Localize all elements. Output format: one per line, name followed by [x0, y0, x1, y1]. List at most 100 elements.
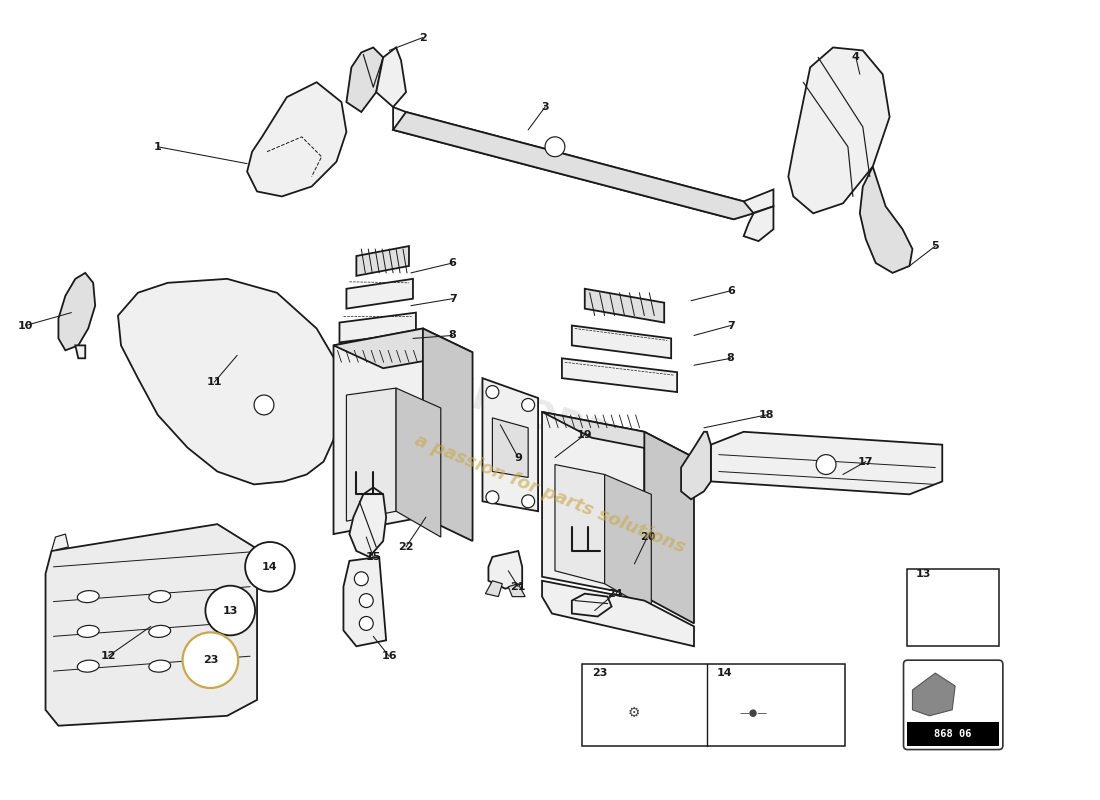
Text: 6: 6 [449, 258, 456, 268]
Text: —●—: —●— [739, 708, 768, 718]
Polygon shape [542, 581, 694, 646]
Text: 868 06: 868 06 [934, 729, 972, 738]
Polygon shape [585, 289, 664, 322]
Polygon shape [346, 388, 396, 521]
Text: 20: 20 [639, 532, 654, 542]
Text: 23: 23 [592, 668, 607, 678]
Circle shape [933, 594, 972, 634]
Bar [908, 722, 999, 746]
Polygon shape [118, 279, 340, 485]
Polygon shape [346, 279, 412, 309]
Polygon shape [681, 432, 711, 499]
Ellipse shape [148, 626, 170, 638]
Polygon shape [913, 673, 955, 716]
Circle shape [360, 594, 373, 607]
Polygon shape [645, 432, 694, 623]
Text: 6: 6 [727, 286, 735, 296]
Polygon shape [860, 166, 913, 273]
Text: CLIFFORD: CLIFFORD [402, 358, 619, 462]
Circle shape [943, 603, 962, 623]
Text: a passion for parts solutions: a passion for parts solutions [412, 432, 688, 557]
Polygon shape [789, 47, 890, 214]
Text: 1: 1 [154, 142, 162, 152]
Circle shape [521, 495, 535, 508]
Text: 15: 15 [365, 552, 381, 562]
Ellipse shape [148, 660, 170, 672]
Polygon shape [45, 524, 257, 726]
Text: 23: 23 [202, 655, 218, 665]
Text: 4: 4 [851, 52, 860, 62]
Text: 3: 3 [541, 102, 549, 112]
Text: 5: 5 [932, 241, 939, 251]
Ellipse shape [77, 660, 99, 672]
Text: 13: 13 [915, 569, 931, 578]
Polygon shape [333, 329, 422, 534]
Polygon shape [542, 412, 645, 597]
Polygon shape [393, 112, 754, 219]
Polygon shape [711, 432, 943, 494]
Polygon shape [483, 378, 538, 511]
Circle shape [521, 398, 535, 411]
Text: 16: 16 [382, 651, 397, 662]
Polygon shape [52, 534, 68, 551]
Polygon shape [346, 47, 383, 112]
Circle shape [183, 632, 239, 688]
Text: 18: 18 [759, 410, 774, 420]
Text: 13: 13 [222, 606, 238, 615]
Polygon shape [605, 474, 651, 610]
Text: 10: 10 [18, 321, 33, 330]
Circle shape [486, 491, 499, 504]
Text: 12: 12 [100, 651, 116, 662]
FancyBboxPatch shape [908, 569, 999, 646]
Text: 9: 9 [515, 453, 522, 462]
Polygon shape [562, 358, 678, 392]
Circle shape [360, 617, 373, 630]
Text: 8: 8 [727, 354, 735, 363]
Text: 8: 8 [449, 330, 456, 341]
Text: 7: 7 [449, 294, 456, 304]
Polygon shape [248, 82, 346, 197]
Text: 14: 14 [262, 562, 278, 572]
Polygon shape [488, 551, 522, 589]
Ellipse shape [77, 590, 99, 602]
Circle shape [486, 386, 499, 398]
Polygon shape [572, 594, 612, 617]
Text: 11: 11 [207, 377, 222, 387]
Circle shape [544, 137, 565, 157]
Polygon shape [485, 581, 503, 597]
Polygon shape [422, 329, 473, 541]
Ellipse shape [77, 626, 99, 638]
Text: 21: 21 [510, 582, 526, 592]
Circle shape [245, 542, 295, 592]
Text: 14: 14 [717, 668, 733, 678]
Ellipse shape [148, 590, 170, 602]
Polygon shape [340, 313, 416, 342]
Polygon shape [343, 557, 386, 646]
Polygon shape [350, 487, 386, 557]
Circle shape [816, 454, 836, 474]
Polygon shape [744, 206, 773, 241]
Polygon shape [356, 246, 409, 276]
Text: 24: 24 [607, 589, 623, 598]
Polygon shape [508, 584, 525, 597]
Polygon shape [556, 465, 605, 584]
Polygon shape [393, 107, 773, 219]
Polygon shape [75, 346, 86, 358]
Polygon shape [493, 418, 528, 478]
Circle shape [206, 586, 255, 635]
Text: 22: 22 [398, 542, 414, 552]
Polygon shape [542, 412, 694, 458]
Polygon shape [376, 47, 406, 107]
Polygon shape [396, 388, 441, 537]
FancyBboxPatch shape [582, 664, 845, 746]
FancyBboxPatch shape [903, 660, 1003, 750]
Text: 19: 19 [576, 430, 593, 440]
Polygon shape [333, 329, 473, 368]
Text: 2: 2 [419, 33, 427, 42]
Polygon shape [58, 273, 96, 350]
Circle shape [354, 572, 368, 586]
Text: 17: 17 [858, 457, 873, 466]
Text: 7: 7 [727, 321, 735, 330]
Text: ⚙: ⚙ [628, 706, 640, 720]
Circle shape [254, 395, 274, 415]
